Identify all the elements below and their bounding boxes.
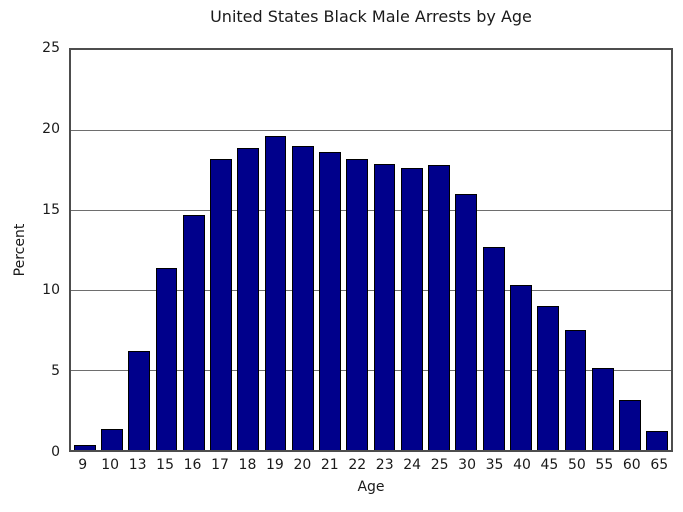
- bar-age-19: [264, 136, 287, 450]
- xtick-label-50: 50: [567, 457, 586, 473]
- bar-slot-30: [453, 50, 480, 450]
- bar-slot-17: [207, 50, 234, 450]
- bar-slot-60: [616, 50, 643, 450]
- xtick-label-20: 20: [293, 457, 312, 473]
- bar-age-9: [73, 445, 96, 450]
- bar-age-55: [591, 368, 614, 450]
- ytick-label-10: 10: [42, 282, 60, 299]
- bar-age-21: [319, 152, 341, 450]
- bar-slot-10: [98, 50, 125, 450]
- bar-slot-21: [316, 50, 343, 450]
- xtick-label-15: 15: [156, 457, 174, 473]
- xtick-label-40: 40: [513, 457, 531, 473]
- bar-age-15: [155, 267, 178, 450]
- xtick-label-17: 17: [211, 457, 229, 473]
- bar-age-13: [128, 350, 151, 450]
- bar-slot-16: [180, 50, 207, 450]
- bar-age-22: [346, 158, 369, 450]
- bar-age-40: [509, 285, 532, 450]
- bar-age-23: [373, 163, 396, 450]
- xtick-label-22: 22: [348, 457, 367, 473]
- bar-age-18: [237, 147, 260, 450]
- bar-age-30: [455, 194, 478, 450]
- ytick-label-0: 0: [51, 444, 60, 460]
- bar-age-45: [537, 306, 560, 450]
- xtick-label-16: 16: [183, 457, 202, 473]
- bar-age-60: [619, 400, 641, 450]
- bar-slot-24: [398, 50, 425, 450]
- bar-age-65: [646, 430, 669, 450]
- xtick-label-30: 30: [458, 457, 476, 473]
- y-axis-label: Percent: [12, 223, 28, 277]
- bar-slot-15: [153, 50, 180, 450]
- x-axis-label: Age: [357, 479, 385, 495]
- bar-age-20: [291, 146, 314, 450]
- gridline-5: [71, 369, 671, 371]
- bar-slot-25: [425, 50, 452, 450]
- xtick-label-9: 9: [78, 457, 88, 473]
- bar-slot-40: [507, 50, 534, 450]
- bar-slot-55: [589, 50, 616, 450]
- xtick-label-10: 10: [101, 457, 120, 473]
- chart-title: United States Black Male Arrests by Age: [210, 7, 532, 26]
- bar-age-10: [100, 429, 123, 450]
- bar-slot-9: [71, 50, 98, 450]
- bar-slot-50: [562, 50, 589, 450]
- bar-slot-35: [480, 50, 507, 450]
- ytick-label-20: 20: [42, 120, 60, 137]
- gridline-10: [71, 289, 671, 291]
- bar-slot-65: [644, 50, 671, 450]
- bar-age-17: [210, 158, 232, 450]
- bars-container: [71, 50, 671, 450]
- xtick-label-23: 23: [375, 457, 394, 473]
- bar-slot-23: [371, 50, 398, 450]
- xtick-label-18: 18: [238, 457, 257, 473]
- xtick-label-13: 13: [128, 457, 147, 473]
- xtick-label-19: 19: [265, 457, 284, 473]
- bar-age-24: [400, 168, 423, 450]
- bar-slot-19: [262, 50, 289, 450]
- x-axis-tick-labels: 9 10 13 15 16 17 18 19 20 21 22 23 24 25 30 35 40 45 50 55 6…: [69, 457, 673, 473]
- xtick-label-55: 55: [595, 457, 614, 473]
- xtick-label-35: 35: [485, 457, 504, 473]
- bar-age-35: [482, 246, 505, 450]
- gridline-15: [71, 209, 671, 211]
- xtick-label-21: 21: [320, 457, 339, 473]
- bar-slot-45: [535, 50, 562, 450]
- bar-age-25: [428, 165, 450, 450]
- ytick-label-5: 5: [51, 363, 60, 380]
- gridline-20: [71, 129, 671, 131]
- xtick-label-45: 45: [540, 457, 559, 473]
- bar-slot-13: [126, 50, 153, 450]
- xtick-label-25: 25: [430, 457, 449, 473]
- xtick-label-60: 60: [622, 457, 641, 473]
- xtick-label-24: 24: [403, 457, 422, 473]
- bar-age-16: [182, 214, 205, 450]
- bar-slot-22: [344, 50, 371, 450]
- bar-age-50: [564, 330, 587, 450]
- plot-area: [69, 48, 673, 452]
- bar-slot-18: [235, 50, 262, 450]
- ytick-label-25: 25: [42, 40, 60, 56]
- xtick-label-65: 65: [650, 457, 669, 473]
- bar-slot-20: [289, 50, 316, 450]
- ytick-label-15: 15: [42, 201, 60, 218]
